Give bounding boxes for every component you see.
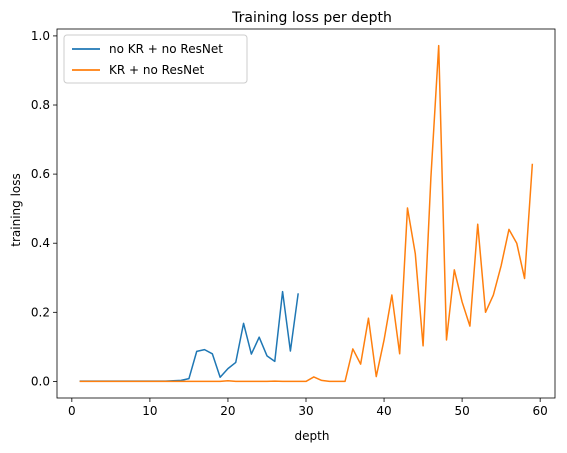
y-tick-label: 0.0 [31, 374, 50, 388]
x-tick-label: 60 [533, 404, 548, 418]
legend-entry-label: KR + no ResNet [109, 63, 204, 77]
x-tick-label: 10 [142, 404, 157, 418]
axes-frame [56, 28, 556, 399]
plot-area: 0 10 20 30 40 50 60 0.0 0.2 0.4 0.6 0.8 1.0 [31, 28, 556, 418]
legend: no KR + no ResNet KR + no ResNet [63, 34, 248, 84]
x-tick-label: 20 [220, 404, 235, 418]
series-line-1 [79, 44, 534, 383]
y-tick-label: 1.0 [31, 29, 50, 43]
y-axis-label: training loss [9, 173, 23, 246]
x-tick-label: 40 [376, 404, 391, 418]
y-tick-label: 0.4 [31, 236, 50, 250]
x-tick-label: 0 [68, 404, 76, 418]
legend-box [63, 34, 248, 84]
x-tick-label: 50 [454, 404, 469, 418]
y-tick-label: 0.8 [31, 98, 50, 112]
series-line-0 [79, 290, 299, 382]
y-tick-label: 0.2 [31, 305, 50, 319]
x-axis-label: depth [295, 429, 330, 443]
legend-entry-label: no KR + no ResNet [109, 42, 223, 56]
y-tick-label: 0.6 [31, 167, 50, 181]
chart-title: Training loss per depth [231, 10, 392, 26]
x-tick-label: 30 [298, 404, 313, 418]
